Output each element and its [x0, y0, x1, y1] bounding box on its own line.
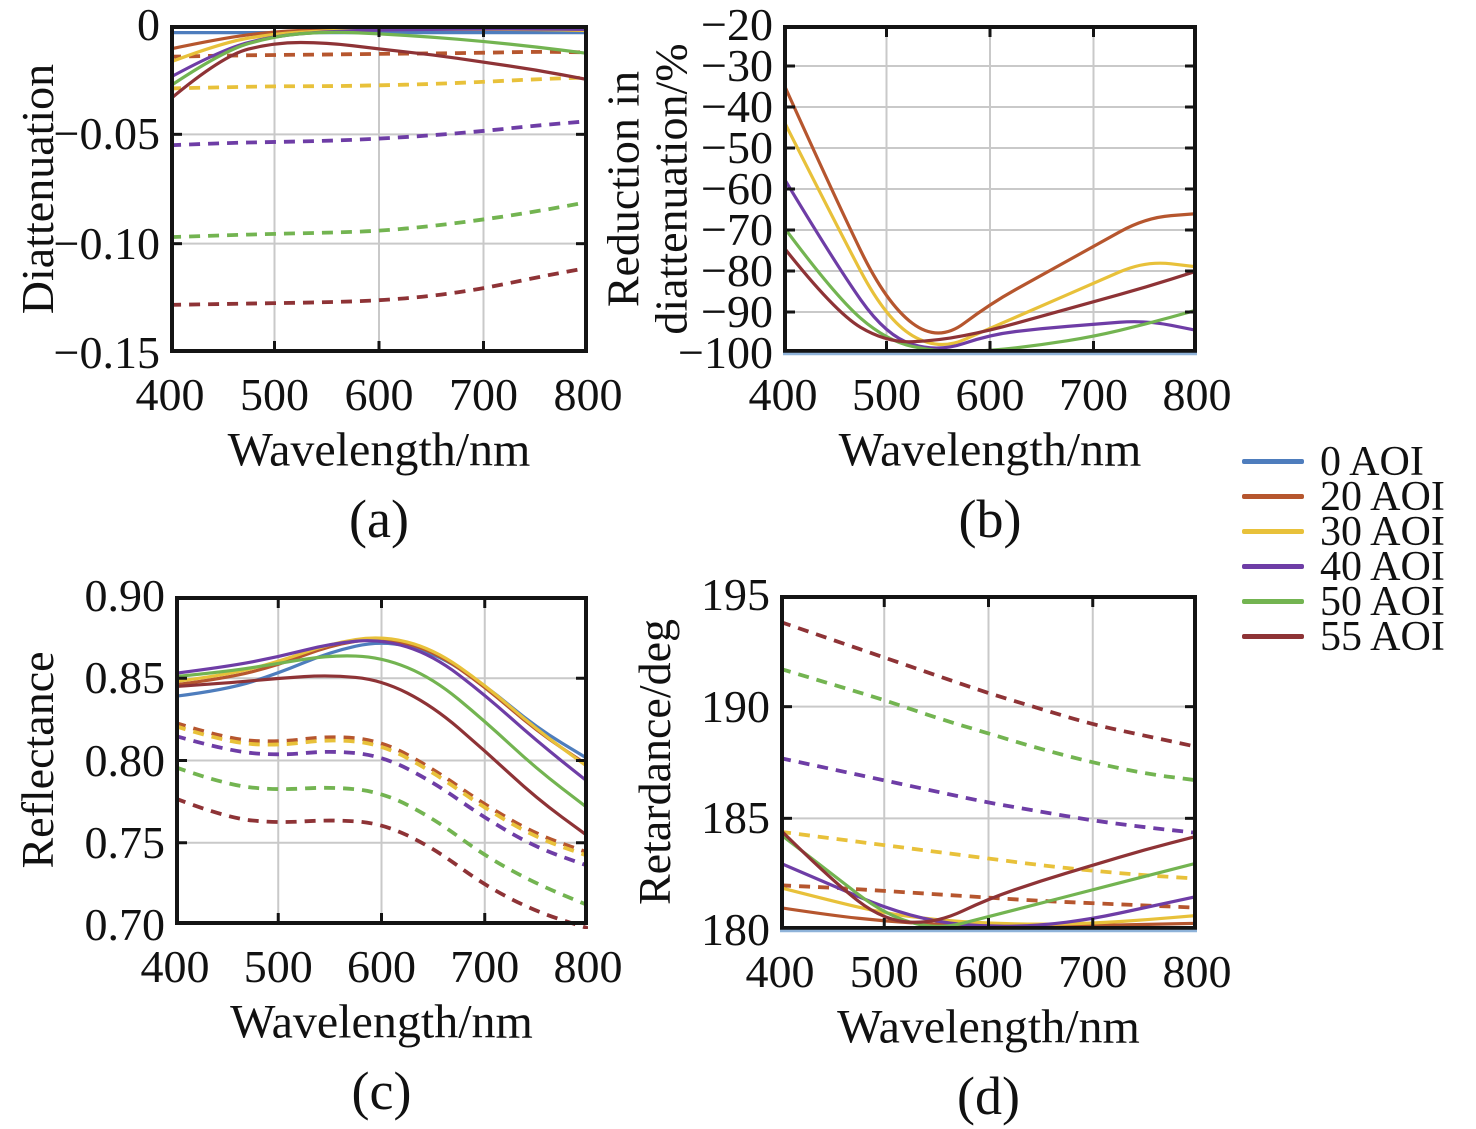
y-tick-label: −60: [701, 163, 773, 214]
legend-label: 55 AOI: [1320, 613, 1445, 660]
legend-item-20-aoi: 20 AOI: [1242, 476, 1445, 518]
y-tick-label: −70: [701, 204, 773, 255]
y-tick-label: −0.15: [53, 327, 160, 378]
plot-area-a: [170, 25, 588, 357]
legend-line-swatch: [1242, 494, 1304, 499]
x-tick-label: 600: [955, 369, 1025, 420]
panel-caption-b: (b): [958, 489, 1022, 549]
y-tick-label: −40: [701, 81, 773, 132]
y-axis-label-d: Retardance/deg: [628, 618, 680, 906]
y-tick-label: −80: [701, 245, 773, 296]
x-axis-label-b: Wavelength/nm: [838, 423, 1142, 477]
y-tick-label: 0: [137, 0, 160, 50]
legend-item-50-aoi: 50 AOI: [1242, 581, 1445, 623]
y-tick-label: 190: [701, 680, 770, 732]
y-tick-label: −0.10: [53, 217, 160, 269]
y-tick-label: 180: [701, 904, 770, 955]
y-tick-label: 0.85: [84, 652, 166, 704]
y-tick-label: 0.90: [84, 570, 166, 621]
legend-line-swatch: [1242, 599, 1304, 604]
legend-item-40-aoi: 40 AOI: [1242, 546, 1445, 588]
y-tick-label: −100: [678, 327, 773, 378]
x-tick-label: 400: [748, 369, 818, 420]
legend-label: 40 AOI: [1320, 543, 1445, 590]
legend-item-55-aoi: 55 AOI: [1242, 616, 1445, 658]
x-tick-label: 700: [450, 941, 520, 992]
x-tick-label: 700: [449, 369, 518, 420]
x-tick-label: 400: [745, 946, 815, 997]
x-tick-label: 700: [1058, 946, 1128, 997]
y-tick-label: 0.75: [84, 816, 166, 868]
plot-area-d: [780, 595, 1197, 934]
y-tick-label: −50: [701, 122, 773, 173]
y-tick-label: −0.05: [53, 108, 160, 160]
x-tick-label: 800: [553, 941, 623, 992]
y-tick-label: −20: [701, 0, 773, 50]
x-tick-label: 700: [1059, 369, 1128, 420]
x-tick-label: 400: [135, 369, 205, 420]
legend-label: 0 AOI: [1320, 438, 1424, 485]
x-tick-label: 500: [852, 369, 921, 420]
x-tick-label: 500: [240, 369, 309, 420]
x-tick-label: 800: [553, 369, 623, 420]
x-tick-label: 500: [243, 941, 313, 992]
x-tick-label: 600: [347, 941, 416, 992]
panel-caption-d: (d): [957, 1066, 1020, 1126]
legend-line-swatch: [1242, 564, 1304, 569]
x-axis-label-a: Wavelength/nm: [227, 423, 531, 477]
legend-line-swatch: [1242, 529, 1304, 534]
y-tick-label: 0.70: [84, 899, 166, 950]
plot-area-c: [175, 596, 588, 929]
panel-caption-a: (a): [349, 489, 409, 549]
legend: 0 AOI 20 AOI 30 AOI 40 AOI 50 AOI 55 AOI: [1242, 441, 1445, 658]
x-tick-label: 600: [344, 369, 414, 420]
y-tick-label: 0.80: [84, 734, 166, 786]
legend-label: 20 AOI: [1320, 473, 1445, 520]
x-tick-label: 800: [1162, 946, 1232, 997]
legend-label: 50 AOI: [1320, 578, 1445, 625]
legend-item-30-aoi: 30 AOI: [1242, 511, 1445, 553]
y-tick-label: 195: [701, 569, 770, 620]
legend-line-swatch: [1242, 459, 1304, 464]
plot-area-b: [783, 25, 1197, 357]
x-tick-label: 500: [849, 946, 919, 997]
legend-line-swatch: [1242, 634, 1304, 639]
x-tick-label: 400: [140, 941, 210, 992]
y-tick-label: −90: [701, 286, 773, 337]
legend-item-0-aoi: 0 AOI: [1242, 441, 1445, 483]
x-axis-label-c: Wavelength/nm: [230, 995, 533, 1049]
y-tick-label: 185: [701, 792, 770, 844]
x-tick-label: 600: [954, 946, 1023, 997]
x-tick-label: 800: [1162, 369, 1232, 420]
y-tick-label: −30: [701, 40, 773, 91]
panel-caption-c: (c): [351, 1061, 412, 1121]
legend-label: 30 AOI: [1320, 508, 1445, 555]
x-axis-label-d: Wavelength/nm: [837, 1000, 1140, 1054]
